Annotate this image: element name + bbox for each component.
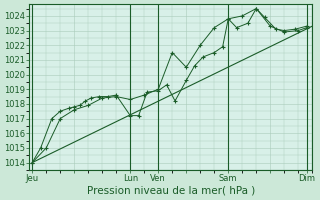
X-axis label: Pression niveau de la mer( hPa ): Pression niveau de la mer( hPa ) [87,186,255,196]
